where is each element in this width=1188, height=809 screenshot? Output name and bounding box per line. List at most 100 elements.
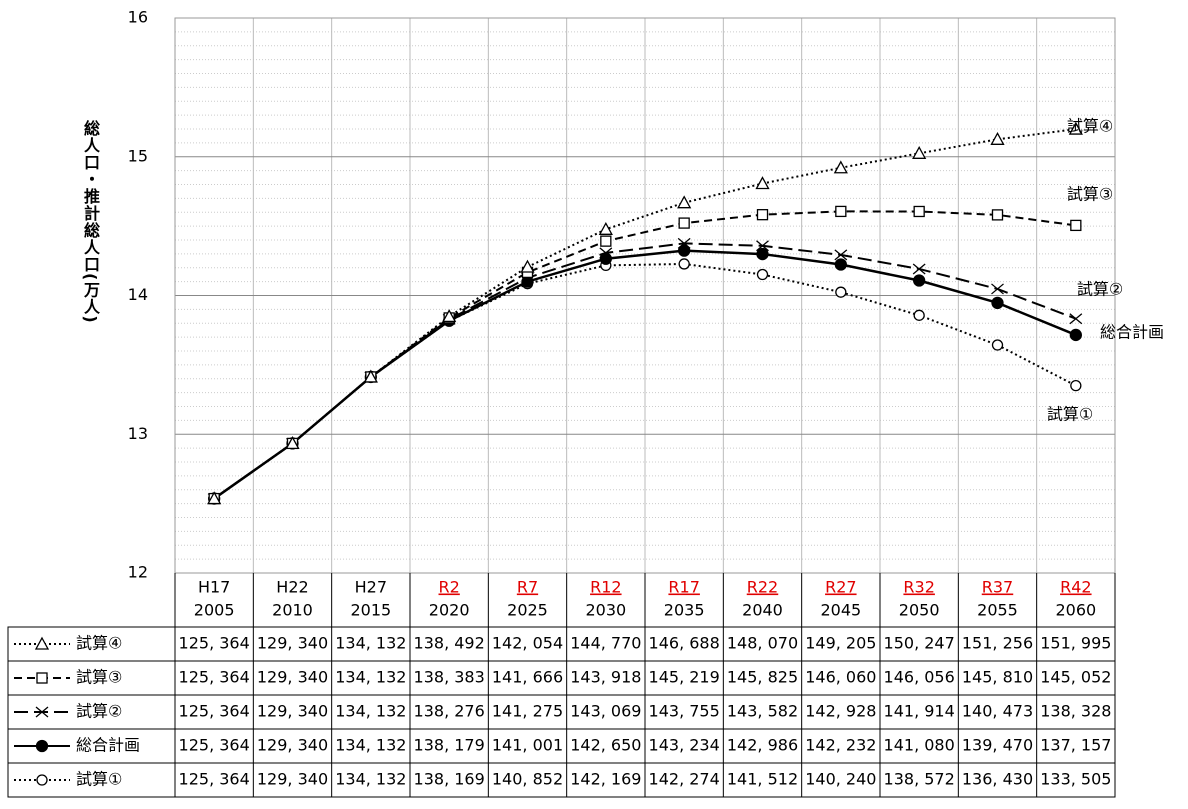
point [677,195,692,209]
x-tick-year: 2015 [350,601,391,620]
legend-label: 総合計画 [76,736,140,755]
table-value: 129, 340 [257,634,328,653]
point [912,263,926,275]
legend-label: 試算② [76,702,122,721]
table-value: 150, 247 [884,634,955,653]
table-value: 136, 430 [962,770,1033,789]
y-tick-label: 15 [128,146,148,165]
y-axis-label: 総人口・推計総人口(万人) [81,120,100,324]
legend-marker [36,774,48,786]
point [678,217,690,229]
table-value: 143, 234 [649,736,720,755]
table-value: 142, 986 [727,736,798,755]
legend-label: 試算④ [76,634,122,653]
x-tick-label: R7 [517,578,538,597]
point [991,209,1004,221]
series-end-label: 試算④ [1067,117,1113,136]
legend-marker [35,706,49,718]
x-tick-label: R2 [439,578,460,597]
x-tick-year: 2045 [820,601,861,620]
table-value: 138, 276 [414,702,485,721]
point [991,283,1004,295]
table-value: 145, 052 [1040,668,1111,687]
table-value: 134, 132 [335,736,406,755]
x-tick-label: R12 [590,578,621,597]
legend-label: 試算③ [76,668,122,687]
x-tick-label: H27 [355,578,387,597]
point [598,221,613,235]
point [678,244,691,257]
table-value: 142, 650 [570,736,641,755]
table-value: 145, 810 [962,668,1033,687]
table-value: 141, 914 [884,702,955,721]
y-tick-label: 13 [128,424,148,443]
table-value: 140, 473 [962,702,1033,721]
point [600,235,612,247]
table-value: 129, 340 [257,770,328,789]
table-value: 141, 512 [727,770,798,789]
point [1068,121,1083,135]
point [1069,328,1082,342]
x-tick-year: 2035 [664,601,705,620]
point [599,247,613,259]
series-line [213,210,1076,500]
table-value: 138, 383 [414,668,485,687]
table-value: 142, 054 [492,634,563,653]
point [835,286,847,298]
table-value: 146, 060 [805,668,876,687]
point [207,491,222,505]
table-value: 141, 666 [492,668,563,687]
point [520,259,535,273]
table-value: 125, 364 [179,634,250,653]
table-value: 140, 852 [492,770,563,789]
point [442,309,457,323]
point [990,131,1005,145]
series-line [213,128,1076,500]
table-value: 138, 572 [884,770,955,789]
table-value: 145, 219 [649,668,720,687]
table-value: 141, 080 [884,736,955,755]
series-end-label: 試算③ [1067,185,1113,204]
table-value: 142, 169 [570,770,641,789]
point [834,258,847,271]
point [991,339,1004,351]
table-value: 139, 470 [962,736,1033,755]
x-tick-label: H17 [198,578,230,597]
table-value: 129, 340 [257,736,328,755]
y-tick-label: 16 [128,8,148,27]
table-value: 143, 582 [727,702,798,721]
x-tick-year: 2050 [899,601,940,620]
table-value: 133, 505 [1040,770,1111,789]
point [913,309,925,321]
table-value: 143, 918 [570,668,641,687]
table-value: 141, 275 [492,702,563,721]
point [755,176,770,190]
table-value: 142, 928 [805,702,876,721]
table-value: 125, 364 [179,736,250,755]
table-value: 125, 364 [179,702,250,721]
table-value: 138, 169 [414,770,485,789]
table-row [7,762,1116,798]
legend-label: 試算① [76,770,122,789]
x-tick-label: R37 [982,578,1013,597]
table-value: 146, 688 [649,634,720,653]
point [285,436,300,450]
table-value: 142, 274 [649,770,720,789]
point [677,237,691,249]
table-value: 125, 364 [179,668,250,687]
table-value: 143, 069 [570,702,641,721]
table-value: 134, 132 [335,634,406,653]
table-value: 141, 001 [492,736,563,755]
y-tick-label: 14 [128,285,148,304]
point [834,249,848,261]
table-value: 134, 132 [335,770,406,789]
table-value: 134, 132 [335,668,406,687]
table-value: 134, 132 [335,702,406,721]
x-tick-year: 2040 [742,601,783,620]
legend-marker [36,672,48,684]
series-end-label: 試算② [1077,280,1123,299]
x-tick-year: 2025 [507,601,548,620]
table-value: 138, 179 [414,736,485,755]
